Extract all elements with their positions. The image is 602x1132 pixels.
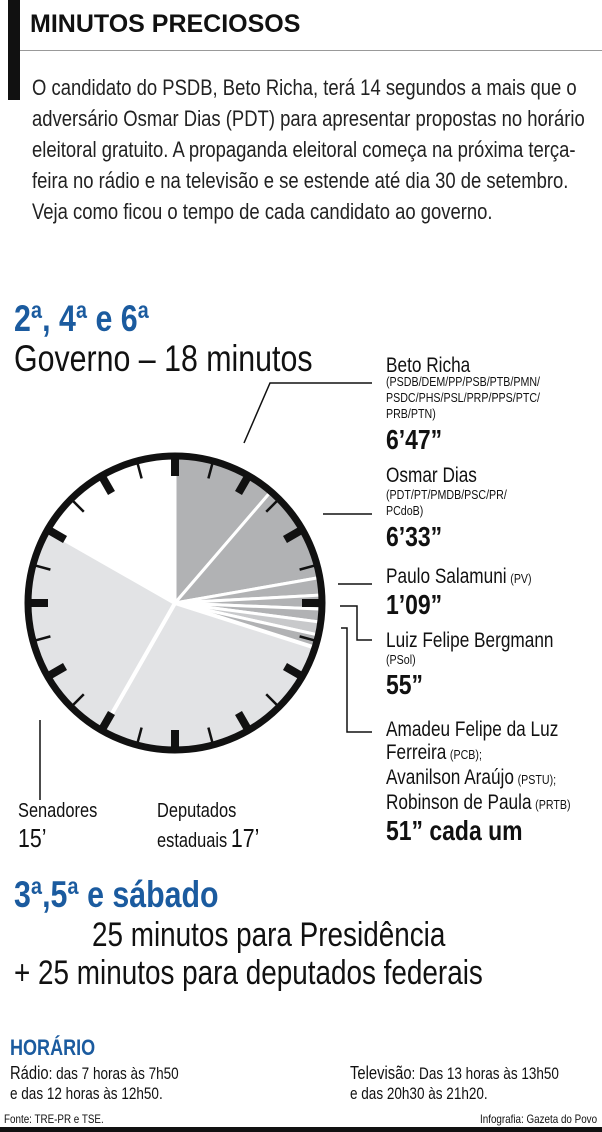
candidate-beto: Beto Richa (PSDB/DEM/PP/PSB/PTB/PMN/ PSD… (386, 354, 541, 455)
minor-tick (35, 635, 51, 642)
leader-beto (243, 382, 372, 444)
label-deputados: Deputados estaduais 17’ (157, 800, 260, 853)
minor-tick (207, 463, 214, 479)
section2-line2: + 25 minutos para deputados federais (14, 954, 483, 992)
minor-tick (136, 727, 143, 743)
major-tick (282, 663, 302, 679)
minor-tick (136, 463, 143, 479)
minor-tick (299, 635, 315, 642)
schedule-tv: Televisão: Das 13 horas às 13h50 e das 2… (350, 1063, 559, 1103)
page-title: MINUTOS PRECIOSOS (30, 10, 301, 38)
minor-tick (265, 693, 278, 706)
leader-others (341, 627, 372, 733)
minor-tick (207, 727, 214, 743)
candidate-luiz: Luiz Felipe Bergmann (PSol) 55” (386, 629, 554, 701)
leader-luiz (340, 605, 372, 641)
label-senadores: Senadores 15’ (18, 800, 98, 853)
major-tick (48, 663, 68, 679)
candidate-osmar: Osmar Dias (PDT/PT/PMDB/PSC/PR/ PCdoB) 6… (386, 464, 507, 553)
schedule-radio: Rádio: das 7 horas às 7h50 e das 12 hora… (10, 1063, 179, 1103)
source: Fonte: TRE-PR e TSE. (4, 1112, 104, 1126)
minor-tick (72, 693, 85, 706)
section2-line1: 25 minutos para Presidência (92, 916, 446, 954)
minor-tick (265, 500, 278, 513)
candidate-paulo: Paulo Salamuni (PV) 1’09” (386, 565, 532, 620)
section1-subtitle: Governo – 18 minutos (14, 338, 313, 379)
major-tick (235, 476, 251, 496)
clock-rim (24, 452, 326, 754)
major-tick (48, 527, 68, 543)
section1-days: 2ª, 4ª e 6ª (14, 298, 149, 339)
title-bar (10, 0, 602, 51)
minor-tick (35, 564, 51, 571)
major-tick (282, 527, 302, 543)
candidate-others: Amadeu Felipe da Luz Ferreira (PCB); Ava… (386, 718, 571, 846)
schedule-title: HORÁRIO (10, 1035, 96, 1060)
credit: Infografia: Gazeta do Povo (480, 1112, 598, 1126)
intro-text: O candidato do PSDB, Beto Richa, terá 14… (32, 75, 585, 224)
accent-bar (8, 0, 20, 100)
minor-tick (72, 500, 85, 513)
major-tick (99, 710, 115, 730)
minor-tick (299, 564, 315, 571)
section2-days: 3ª,5ª e sábado (14, 874, 219, 915)
bottom-rule (0, 1127, 602, 1132)
major-tick (99, 476, 115, 496)
major-tick (235, 710, 251, 730)
